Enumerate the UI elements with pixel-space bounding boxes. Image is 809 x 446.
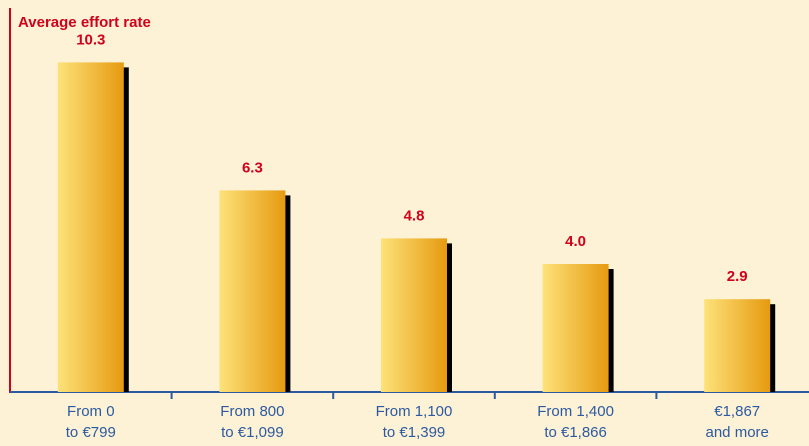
x-tick-label: to €799 xyxy=(66,424,116,441)
data-label: 10.3 xyxy=(76,31,105,48)
x-tick-label: From 1,100 xyxy=(376,403,453,420)
x-ticks-group: From 0 to €799 From 800 to €1,099 From 1,100… xyxy=(66,392,769,441)
bar xyxy=(57,62,124,393)
x-tick-label: to €1,099 xyxy=(221,424,284,441)
data-label: 6.3 xyxy=(242,159,263,176)
data-label: 2.9 xyxy=(727,268,748,285)
x-tick-label: and more xyxy=(706,424,769,441)
data-label: 4.8 xyxy=(404,207,425,224)
bar xyxy=(704,299,771,392)
bar xyxy=(381,238,447,392)
y-axis-label: Average effort rate xyxy=(18,14,151,31)
bar xyxy=(542,264,609,392)
x-tick-label: €1,867 xyxy=(714,403,760,420)
x-tick-label: to €1,866 xyxy=(544,424,607,441)
x-tick-label: to €1,399 xyxy=(383,424,446,441)
x-tick-label: From 1,400 xyxy=(537,403,614,420)
bars-group: 10.3 6.3 4.8 4.0 2.9 xyxy=(57,31,776,393)
x-tick-label: From 0 xyxy=(67,403,115,420)
data-label: 4.0 xyxy=(565,233,586,250)
x-tick-label: From 800 xyxy=(220,403,284,420)
bar xyxy=(219,190,286,392)
